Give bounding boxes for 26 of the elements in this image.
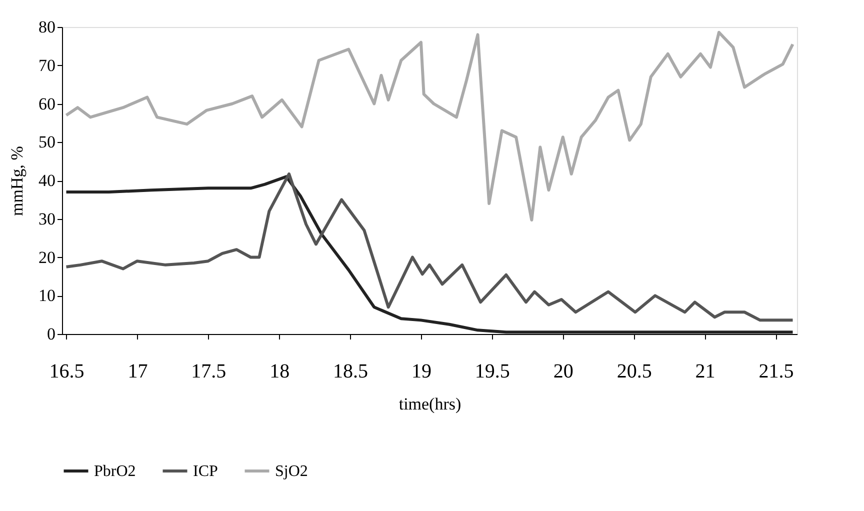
y-tick-label: 10 [38, 286, 56, 306]
legend-label: ICP [193, 463, 218, 480]
y-tick-label: 60 [38, 94, 56, 114]
y-tick-label: 30 [38, 209, 56, 228]
x-axis-title: time(hrs) [398, 394, 462, 414]
y-tick-label: 80 [38, 18, 56, 36]
x-tick-label: 20.5 [616, 360, 652, 382]
x-tick-label: 19.5 [474, 360, 510, 382]
legend-label: PbrO2 [94, 463, 136, 480]
x-tick-label: 16.5 [49, 360, 84, 382]
y-tick-label: 0 [47, 324, 56, 344]
legend-label: SjO2 [275, 463, 308, 480]
y-tick-label: 70 [38, 56, 56, 75]
x-tick-label: 18.5 [333, 360, 368, 382]
y-tick-label: 50 [38, 132, 56, 152]
x-tick-label: 17 [128, 360, 148, 382]
line-series [64, 30, 794, 222]
x-tick-label: 19 [411, 360, 432, 382]
x-tick-label: 18 [270, 360, 290, 382]
x-tick-label: 21 [695, 360, 716, 382]
y-tick-label: 40 [38, 171, 56, 190]
x-tick-label: 20 [553, 360, 574, 382]
y-tick-label: 20 [38, 248, 56, 267]
y-axis-title: mmHg, % [8, 146, 26, 216]
x-tick-label: 21.5 [758, 360, 794, 382]
x-tick-label: 17.5 [191, 360, 226, 382]
